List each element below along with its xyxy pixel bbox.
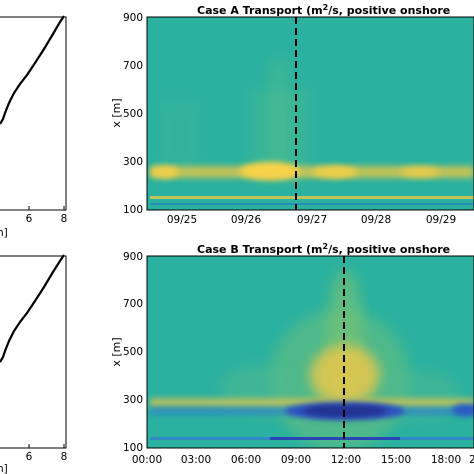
y-tick-label: 500 — [123, 108, 143, 120]
x-tick-label: 00:00 — [132, 454, 162, 466]
x-tick-label: 18:00 — [431, 454, 461, 466]
x-tick-label: 09/28 — [361, 214, 391, 226]
y-tick-label: 100 — [123, 204, 143, 216]
x-tick-label: 12:00 — [331, 454, 361, 466]
heatmap-band-positive — [150, 398, 474, 408]
x-tick-label: 8 — [61, 213, 68, 225]
y-tick-label: 500 — [123, 346, 143, 358]
x-tick-label: 21 — [469, 454, 474, 466]
x-tick-label: 03:00 — [181, 454, 211, 466]
x-tick-label: 15:00 — [381, 454, 411, 466]
x-tick-label: 06:00 — [231, 454, 261, 466]
x-tick-label: 09/26 — [231, 214, 262, 226]
x-tick-label: 09/29 — [426, 214, 456, 226]
x-tick-label: 6 — [26, 451, 33, 463]
chart-title-top: Case A Transport (m2/s, positive onshore — [197, 3, 450, 17]
heatmap-peak — [400, 167, 440, 177]
x-tick-label: 8 — [61, 451, 68, 463]
heatmap-band-positive-lower — [150, 196, 474, 199]
panel-bottom-left: 6 8 n] — [0, 254, 68, 474]
panel-top-left: 6 8 n] — [0, 15, 68, 239]
x-tick-label: 6 — [26, 213, 33, 225]
chart-title-bottom: Case B Transport (m2/s, positive onshore — [197, 242, 450, 256]
y-tick-label: 700 — [123, 298, 143, 310]
y-tick-label: 700 — [123, 60, 143, 72]
series-line-bottom-left — [0, 254, 65, 363]
y-tick-label: 300 — [123, 156, 143, 168]
y-tick-label: 900 — [123, 251, 143, 263]
plot-frame-bottom-right — [146, 255, 474, 449]
y-tick-label: 300 — [123, 394, 143, 406]
y-axis-label-top: x [m] — [110, 98, 123, 127]
plot-frame-top-left — [0, 16, 67, 211]
series-line-top-left — [0, 15, 65, 125]
x-axis-label-fragment: n] — [0, 227, 8, 239]
x-tick-label: 09/27 — [297, 214, 327, 226]
heatmap-peak — [313, 166, 357, 178]
heatmap-band-negative-lower — [150, 203, 474, 205]
y-axis-label-bottom: x [m] — [110, 337, 123, 366]
panel-bottom-right: Case B Transport (m2/s, positive onshore… — [110, 242, 474, 466]
heatmap-peak — [240, 162, 300, 180]
y-tick-label: 100 — [123, 442, 143, 454]
plot-frame-bottom-left — [0, 255, 67, 449]
x-tick-label: 09/25 — [167, 214, 197, 226]
heatmap-band-positive — [150, 166, 474, 178]
heatmap-streak — [160, 100, 200, 170]
panel-top-right: Case A Transport (m2/s, positive onshore… — [110, 3, 474, 226]
heatmap-core-negative — [452, 404, 474, 416]
x-tick-label: 09:00 — [281, 454, 311, 466]
x-axis-label-fragment: n] — [0, 463, 8, 474]
heatmap-peak — [151, 166, 179, 178]
heatmap-band-negative-lower — [270, 437, 400, 440]
plot-frame-top-right — [146, 16, 474, 211]
heatmap-plume — [310, 345, 380, 405]
y-tick-label: 900 — [123, 12, 143, 24]
